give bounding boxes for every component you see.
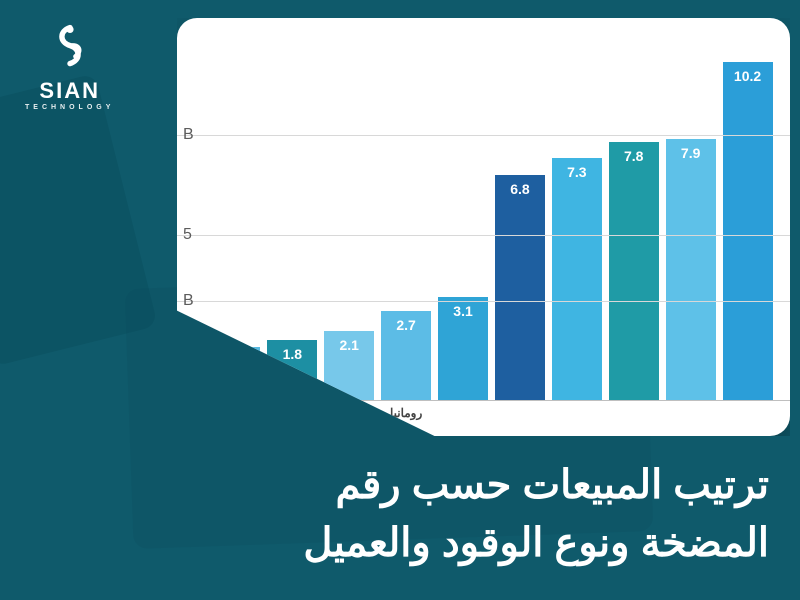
chart-bar-value: 2.7 <box>397 317 416 333</box>
chart-bar-rect: 10.2 <box>724 62 774 400</box>
chart-ytick: B <box>184 292 195 310</box>
chart-bar: 7.3 <box>549 36 606 400</box>
chart-bar: 1.8 <box>265 36 322 400</box>
chart-gridline <box>178 135 791 136</box>
chart-bar: 7.9 <box>663 36 720 400</box>
chart-ytick: B <box>184 126 195 144</box>
chart-bar: 2.1 <box>322 36 379 400</box>
chart-bar: 7.8 <box>606 36 663 400</box>
chart-bar-value: 2.1 <box>340 337 359 353</box>
chart-bar: 3.1 <box>436 36 493 400</box>
headline-line2: المضخة ونوع الوقود والعميل <box>304 521 770 565</box>
chart-bar-value: 7.8 <box>625 148 644 164</box>
brand-name: SIAN <box>40 80 101 102</box>
chart-bar-rect: 3.1 <box>439 297 489 400</box>
chart-bars: 10.27.97.87.36.83.12.7رومانيا2.11.81.6كا… <box>208 36 777 400</box>
chart-bar: 6.8 <box>492 36 549 400</box>
chart-gridline <box>178 235 791 236</box>
chart-bar-rect: 7.3 <box>553 158 603 400</box>
chart-bar-value: 6.8 <box>511 181 530 197</box>
chart-bar: 2.7رومانيا <box>379 36 436 400</box>
chart-bar-rect: 2.7 <box>382 311 432 400</box>
headline-line1: ترتيب المبيعات حسب رقم <box>337 463 770 507</box>
chart-ytick: 5 <box>184 226 193 244</box>
chart-bar: 10.2 <box>720 36 777 400</box>
chart-bar-value: 7.3 <box>568 164 587 180</box>
chart-bar-value: 3.1 <box>454 303 473 319</box>
chart-bar-rect: 6.8 <box>496 175 546 400</box>
chart-bar-value: 1.8 <box>284 346 303 362</box>
brand-subtitle: TECHNOLOGY <box>26 104 115 111</box>
chart-bar-value: 7.9 <box>682 145 701 161</box>
headline: ترتيب المبيعات حسب رقم المضخة ونوع الوقو… <box>30 456 770 572</box>
chart-bar-value: 10.2 <box>735 68 762 84</box>
chart-bar-rect: 7.8 <box>610 142 660 400</box>
chart-gridline <box>178 301 791 302</box>
brand-logo-icon <box>44 24 98 78</box>
brand-logo: SIAN TECHNOLOGY <box>26 24 115 111</box>
chart-bar-rect: 7.9 <box>667 139 717 400</box>
